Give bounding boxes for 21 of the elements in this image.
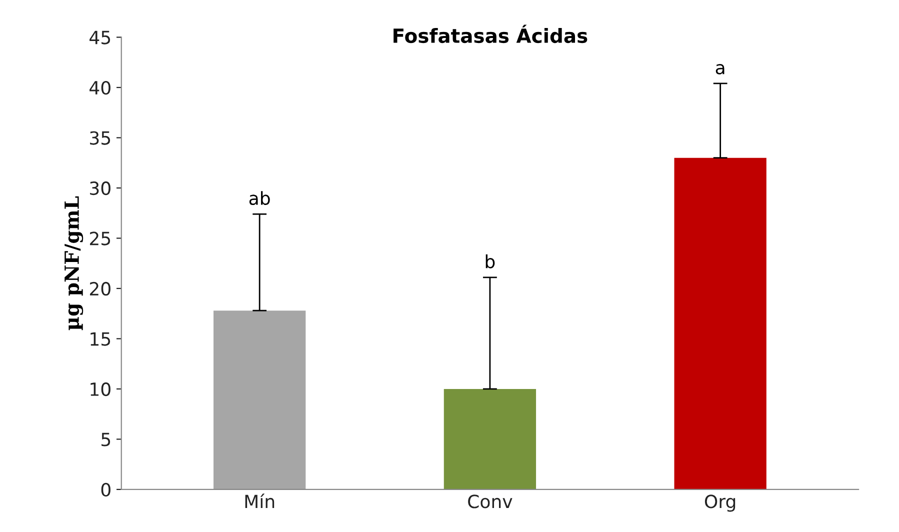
annotation: ab: [249, 191, 270, 206]
y-tick-label: 45: [90, 30, 110, 44]
y-tick-label: 5: [102, 432, 110, 446]
y-tick-label: 0: [101, 482, 110, 497]
y-axis-title: µg pNF/gmL: [64, 196, 84, 330]
y-tick-label: 25: [90, 232, 110, 246]
y-tick-label: 10: [90, 382, 110, 396]
y-tick-label: 40: [90, 80, 110, 95]
bar: [444, 388, 536, 490]
annotation: a: [716, 64, 724, 74]
x-tick-label: Org: [704, 494, 736, 512]
annotation: b: [486, 254, 495, 268]
chart-title: Fosfatasas Ácidas: [394, 24, 588, 44]
bar: [674, 158, 766, 490]
y-tick-label: 15: [90, 332, 110, 346]
y-tick-label: 30: [90, 181, 110, 196]
y-tick-label: 35: [90, 131, 110, 145]
y-tick-label: 20: [90, 282, 110, 296]
bar: [214, 310, 306, 490]
x-tick-label: Conv: [468, 494, 512, 508]
x-tick-label: Mín: [245, 494, 274, 508]
